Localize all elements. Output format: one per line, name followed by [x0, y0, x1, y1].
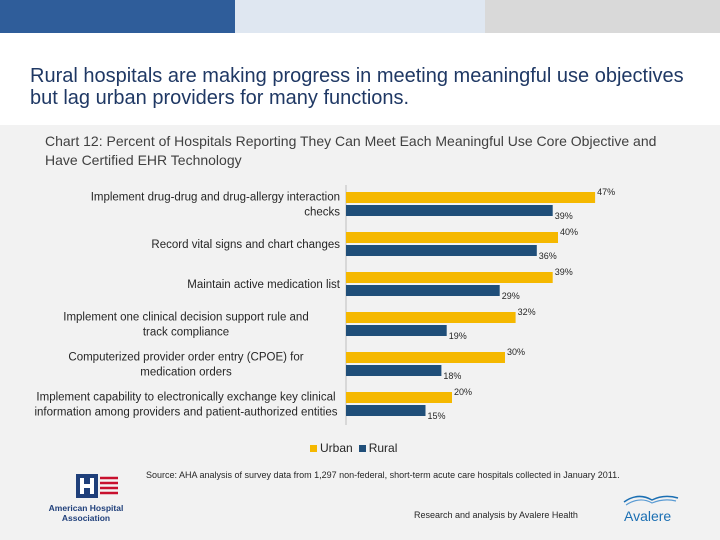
bar-rural — [346, 365, 442, 376]
category-label: Implement one clinical decision support … — [63, 312, 308, 339]
bar-urban — [346, 272, 553, 283]
category-label: Implement capability to electronically e… — [34, 392, 337, 419]
data-label-urban: 40% — [560, 227, 578, 237]
legend-label-rural: Rural — [368, 441, 398, 455]
legend-item-rural: Rural — [358, 441, 398, 455]
data-label-urban: 39% — [555, 267, 573, 277]
avalere-logo-icon — [623, 495, 679, 506]
aha-logo-text: American Hospital Association — [48, 503, 124, 523]
legend-swatch-rural — [358, 444, 366, 452]
chart-legend: Urban Rural — [310, 441, 403, 455]
category-label: Maintain active medication list — [187, 279, 341, 291]
data-label-rural: 18% — [443, 371, 461, 381]
aha-logo-icon — [76, 474, 118, 498]
legend-item-urban: Urban — [310, 441, 353, 455]
source-note: Source: AHA analysis of survey data from… — [146, 470, 620, 480]
category-label: Implement drug-drug and drug-allergy int… — [91, 192, 341, 219]
bar-urban — [346, 352, 505, 363]
avalere-logo-text: Avalere — [624, 508, 672, 524]
bar-urban — [346, 392, 452, 403]
category-label: Computerized provider order entry (CPOE)… — [68, 352, 303, 379]
top-banner — [0, 0, 720, 33]
data-label-rural: 19% — [449, 331, 467, 341]
category-label: Record vital signs and chart changes — [151, 239, 340, 251]
data-label-rural: 36% — [539, 251, 557, 261]
bar-rural — [346, 245, 537, 256]
data-label-urban: 30% — [507, 347, 525, 357]
bar-urban — [346, 192, 596, 203]
bar-rural — [346, 285, 500, 296]
bar-rural — [346, 205, 553, 216]
data-label-rural: 39% — [555, 211, 573, 221]
title-area — [0, 33, 720, 125]
banner-block-gray — [485, 0, 720, 33]
bar-urban — [346, 232, 558, 243]
credit-note: Research and analysis by Avalere Health — [414, 510, 578, 520]
banner-block-blue — [0, 0, 235, 33]
data-label-rural: 15% — [428, 411, 446, 421]
data-label-urban: 20% — [454, 387, 472, 397]
data-label-urban: 32% — [518, 307, 536, 317]
data-label-rural: 29% — [502, 291, 520, 301]
data-label-urban: 47% — [597, 187, 615, 197]
bar-urban — [346, 312, 516, 323]
bar-rural — [346, 405, 426, 416]
legend-label-urban: Urban — [320, 441, 353, 455]
chart-title: Chart 12: Percent of Hospitals Reporting… — [45, 133, 657, 168]
slide-title: Rural hospitals are making progress in m… — [30, 65, 684, 109]
bar-rural — [346, 325, 447, 336]
legend-swatch-urban — [310, 444, 317, 452]
banner-block-light — [235, 0, 485, 33]
